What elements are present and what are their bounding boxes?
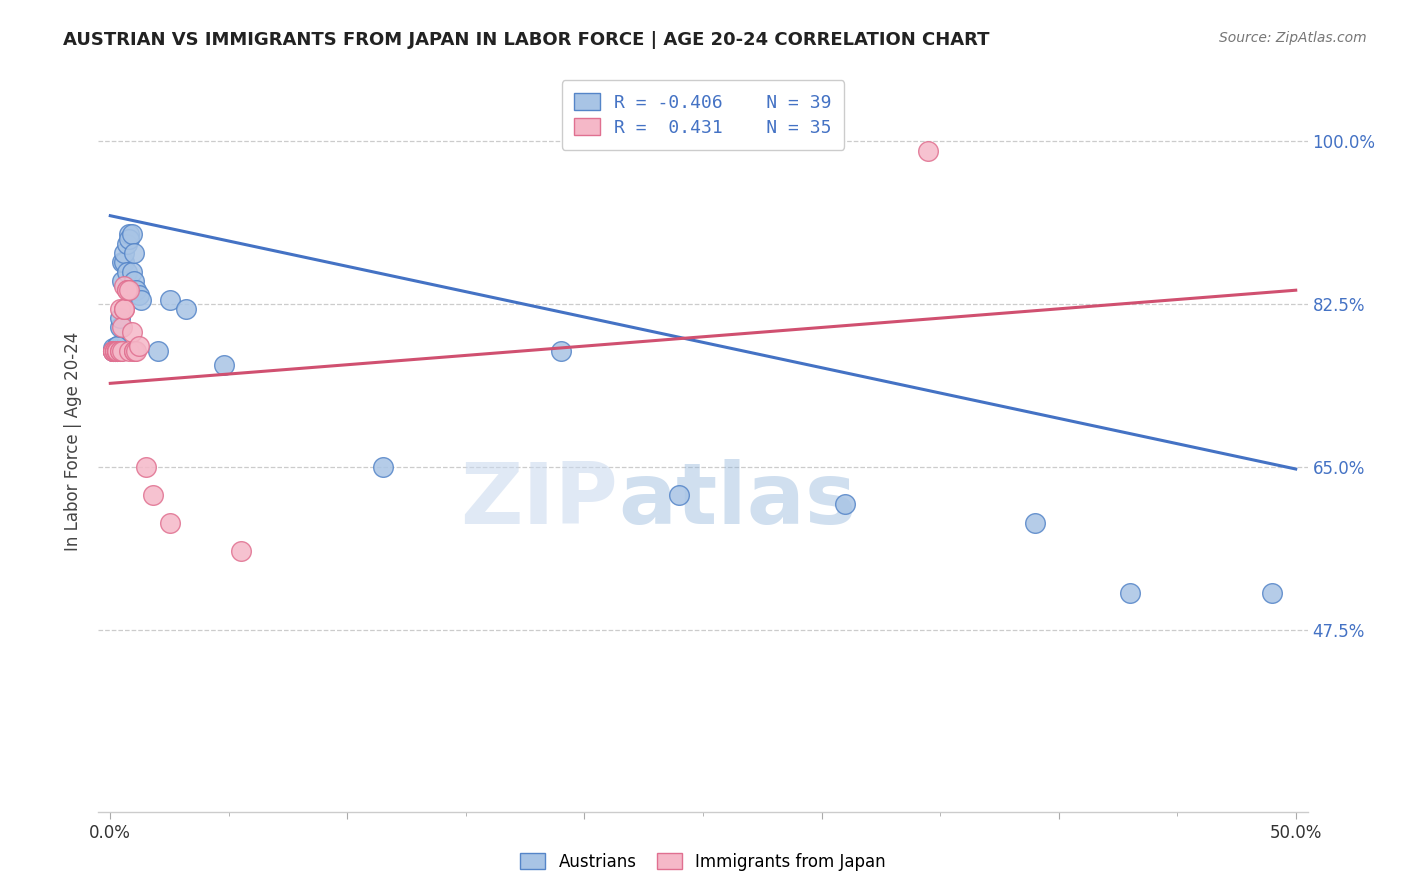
Point [146, 343, 169, 358]
Point [159, 516, 181, 530]
Point [229, 544, 252, 558]
Text: atlas: atlas [619, 459, 856, 542]
Point [118, 343, 141, 358]
Point [104, 343, 127, 358]
Point [108, 311, 131, 326]
Point [104, 343, 127, 358]
Point [1119, 586, 1142, 600]
Point [159, 293, 181, 307]
Point [105, 339, 128, 353]
Point [118, 227, 141, 242]
Point [371, 460, 394, 475]
Point [115, 283, 138, 297]
Point [104, 343, 127, 358]
Point [105, 343, 128, 358]
Legend: Austrians, Immigrants from Japan: Austrians, Immigrants from Japan [512, 845, 894, 880]
Point [115, 264, 138, 278]
Point [1024, 516, 1046, 530]
Point [128, 288, 150, 302]
Point [118, 232, 141, 246]
Point [114, 301, 136, 316]
Point [101, 343, 124, 358]
Point [105, 339, 128, 353]
Point [114, 278, 136, 293]
Point [105, 343, 128, 358]
Point [212, 358, 235, 372]
Point [122, 246, 145, 260]
Point [108, 301, 131, 316]
Point [108, 343, 131, 358]
Point [122, 274, 145, 288]
Point [668, 488, 690, 502]
Point [105, 343, 128, 358]
Point [101, 343, 124, 358]
Point [105, 343, 128, 358]
Point [121, 227, 143, 242]
Point [114, 301, 136, 316]
Point [104, 343, 127, 358]
Point [101, 343, 124, 358]
Point [111, 343, 134, 358]
Point [114, 255, 136, 269]
Point [121, 325, 143, 339]
Point [105, 343, 128, 358]
Point [104, 343, 127, 358]
Point [135, 460, 157, 475]
Point [834, 497, 856, 511]
Point [105, 343, 128, 358]
Point [125, 343, 148, 358]
Point [125, 283, 148, 297]
Point [122, 343, 145, 358]
Point [174, 301, 197, 316]
Point [121, 264, 143, 278]
Point [101, 343, 124, 358]
Point [105, 343, 128, 358]
Point [1261, 586, 1284, 600]
Point [114, 246, 136, 260]
Text: Source: ZipAtlas.com: Source: ZipAtlas.com [1219, 31, 1367, 45]
Point [108, 343, 131, 358]
Point [111, 255, 134, 269]
Point [128, 339, 150, 353]
Text: AUSTRIAN VS IMMIGRANTS FROM JAPAN IN LABOR FORCE | AGE 20-24 CORRELATION CHART: AUSTRIAN VS IMMIGRANTS FROM JAPAN IN LAB… [63, 31, 990, 49]
Point [550, 343, 572, 358]
Point [101, 341, 124, 355]
Point [104, 343, 127, 358]
Point [101, 343, 124, 358]
Point [917, 144, 939, 158]
Point [104, 343, 127, 358]
Point [115, 283, 138, 297]
Point [118, 283, 141, 297]
Point [108, 320, 131, 334]
Legend: R = -0.406    N = 39, R =  0.431    N = 35: R = -0.406 N = 39, R = 0.431 N = 35 [562, 80, 844, 150]
Y-axis label: In Labor Force | Age 20-24: In Labor Force | Age 20-24 [65, 332, 83, 551]
Point [111, 320, 134, 334]
Point [108, 343, 131, 358]
Point [101, 343, 124, 358]
Point [142, 488, 165, 502]
Point [115, 236, 138, 251]
Text: ZIP: ZIP [461, 459, 619, 542]
Point [129, 293, 152, 307]
Point [111, 274, 134, 288]
Point [122, 343, 145, 358]
